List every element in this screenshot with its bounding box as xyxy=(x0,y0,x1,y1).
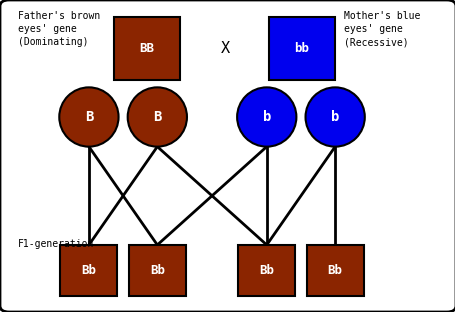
Ellipse shape xyxy=(127,87,187,147)
FancyBboxPatch shape xyxy=(128,245,186,296)
Text: Bb: Bb xyxy=(327,264,342,277)
Text: Bb: Bb xyxy=(150,264,164,277)
Text: Father's brown
eyes' gene
(Dominating): Father's brown eyes' gene (Dominating) xyxy=(18,11,100,47)
Text: b: b xyxy=(262,110,270,124)
Text: BB: BB xyxy=(139,42,154,55)
Text: bb: bb xyxy=(294,42,309,55)
Text: b: b xyxy=(330,110,339,124)
Ellipse shape xyxy=(237,87,296,147)
Text: Bb: Bb xyxy=(259,264,273,277)
Text: Mother's blue
eyes' gene
(Recessive): Mother's blue eyes' gene (Recessive) xyxy=(344,11,420,47)
Ellipse shape xyxy=(59,87,118,147)
Text: X: X xyxy=(221,41,230,56)
FancyBboxPatch shape xyxy=(114,17,180,80)
Text: B: B xyxy=(85,110,93,124)
FancyBboxPatch shape xyxy=(306,245,363,296)
FancyBboxPatch shape xyxy=(60,245,117,296)
Ellipse shape xyxy=(305,87,364,147)
Text: F1-generation: F1-generation xyxy=(18,239,94,249)
Text: Bb: Bb xyxy=(81,264,96,277)
Text: B: B xyxy=(153,110,161,124)
FancyBboxPatch shape xyxy=(268,17,334,80)
FancyBboxPatch shape xyxy=(238,245,295,296)
